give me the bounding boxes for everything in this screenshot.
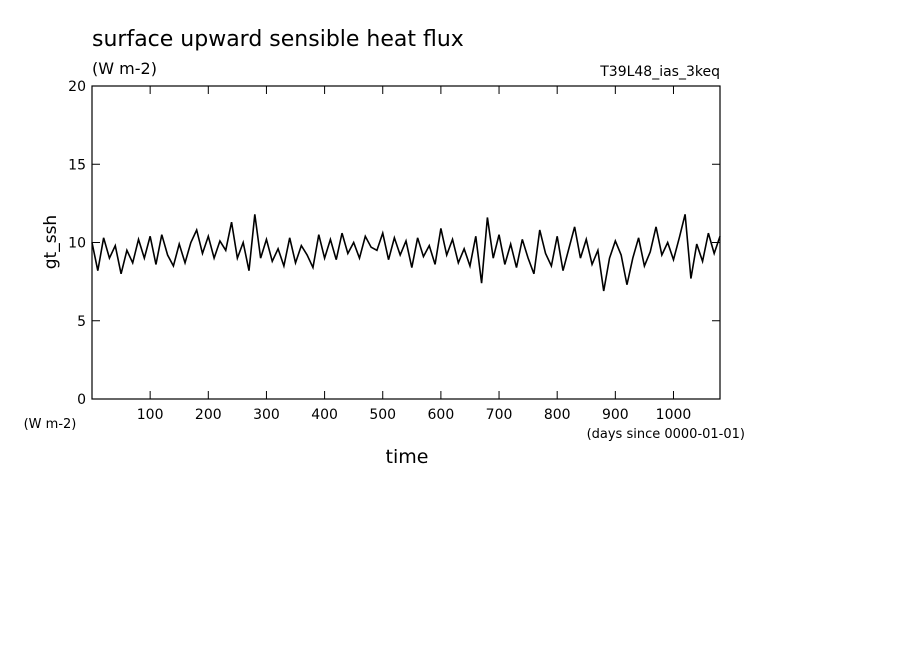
y-tick-label: 20 xyxy=(68,79,86,95)
x-tick-label: 900 xyxy=(602,407,629,423)
x-axis-label: time xyxy=(386,446,429,468)
x-units: (days since 0000-01-01) xyxy=(587,427,745,442)
x-tick-label: 400 xyxy=(311,407,338,423)
y-tick-label: 0 xyxy=(77,392,86,408)
y-tick-label: 15 xyxy=(68,157,86,173)
x-tick-label: 100 xyxy=(137,407,164,423)
x-tick-label: 1000 xyxy=(656,407,692,423)
chart-title: surface upward sensible heat flux xyxy=(92,27,464,52)
x-tick-label: 200 xyxy=(195,407,222,423)
x-tick-label: 500 xyxy=(369,407,396,423)
x-tick-label: 700 xyxy=(486,407,513,423)
y-tick-label: 5 xyxy=(77,314,86,330)
y-tick-label: 10 xyxy=(68,236,86,252)
x-tick-label: 300 xyxy=(253,407,280,423)
data-line xyxy=(91,214,721,292)
x-tick-label: 800 xyxy=(544,407,571,423)
chart-subtitle: (W m-2) xyxy=(92,59,157,78)
x-tick-label: 600 xyxy=(428,407,455,423)
y-units: (W m-2) xyxy=(24,417,77,432)
y-axis-label: gt_ssh xyxy=(41,215,61,269)
annotation: T39L48_ias_3keq xyxy=(599,64,720,80)
